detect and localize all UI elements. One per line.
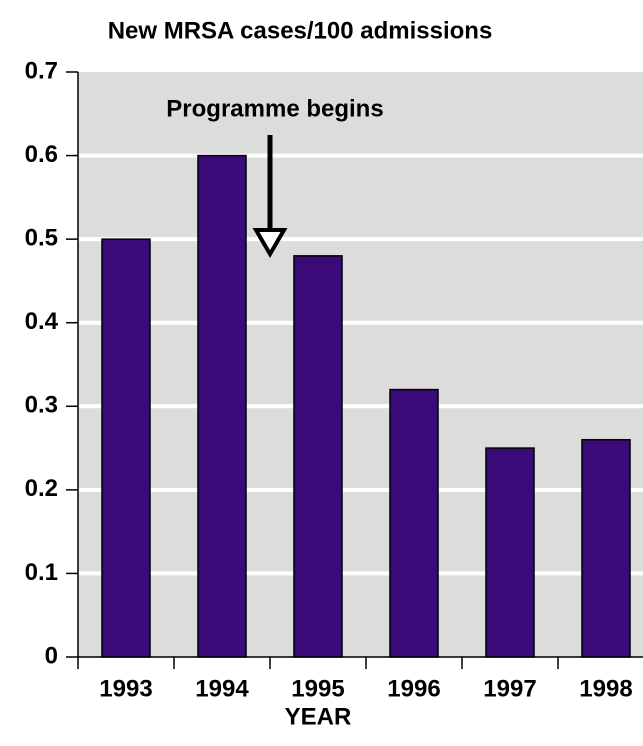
- bar: [581, 438, 631, 658]
- y-tick-label: 0.3: [25, 392, 58, 419]
- bar: [389, 388, 439, 658]
- y-tick-label: 0.1: [25, 559, 58, 586]
- x-axis-title: YEAR: [285, 703, 352, 730]
- y-tick-label: 0.6: [25, 141, 58, 168]
- x-tick-label: 1994: [195, 675, 249, 702]
- plot-background: [78, 72, 643, 657]
- y-tick-label: 0.2: [25, 475, 58, 502]
- x-tick-label: 1996: [387, 675, 440, 702]
- bar: [293, 255, 343, 658]
- x-tick-label: 1993: [99, 675, 152, 702]
- y-axis-title: New MRSA cases/100 admissions: [108, 17, 493, 44]
- x-tick-label: 1998: [579, 675, 632, 702]
- x-tick-label: 1997: [483, 675, 536, 702]
- annotation: Programme begins: [166, 95, 383, 122]
- x-tick-label: 1995: [291, 675, 344, 702]
- annotation-arrow: [252, 135, 288, 258]
- y-tick-label: 0.7: [25, 57, 58, 84]
- bar: [485, 447, 535, 658]
- y-tick-label: 0.5: [25, 224, 58, 251]
- bar: [101, 238, 151, 658]
- bar: [197, 154, 247, 658]
- y-tick-label: 0: [45, 642, 58, 669]
- y-tick-label: 0.4: [25, 308, 59, 335]
